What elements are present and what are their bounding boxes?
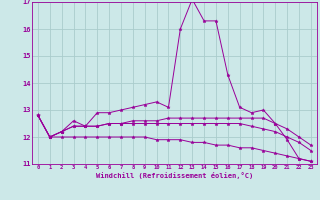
X-axis label: Windchill (Refroidissement éolien,°C): Windchill (Refroidissement éolien,°C) [96, 172, 253, 179]
